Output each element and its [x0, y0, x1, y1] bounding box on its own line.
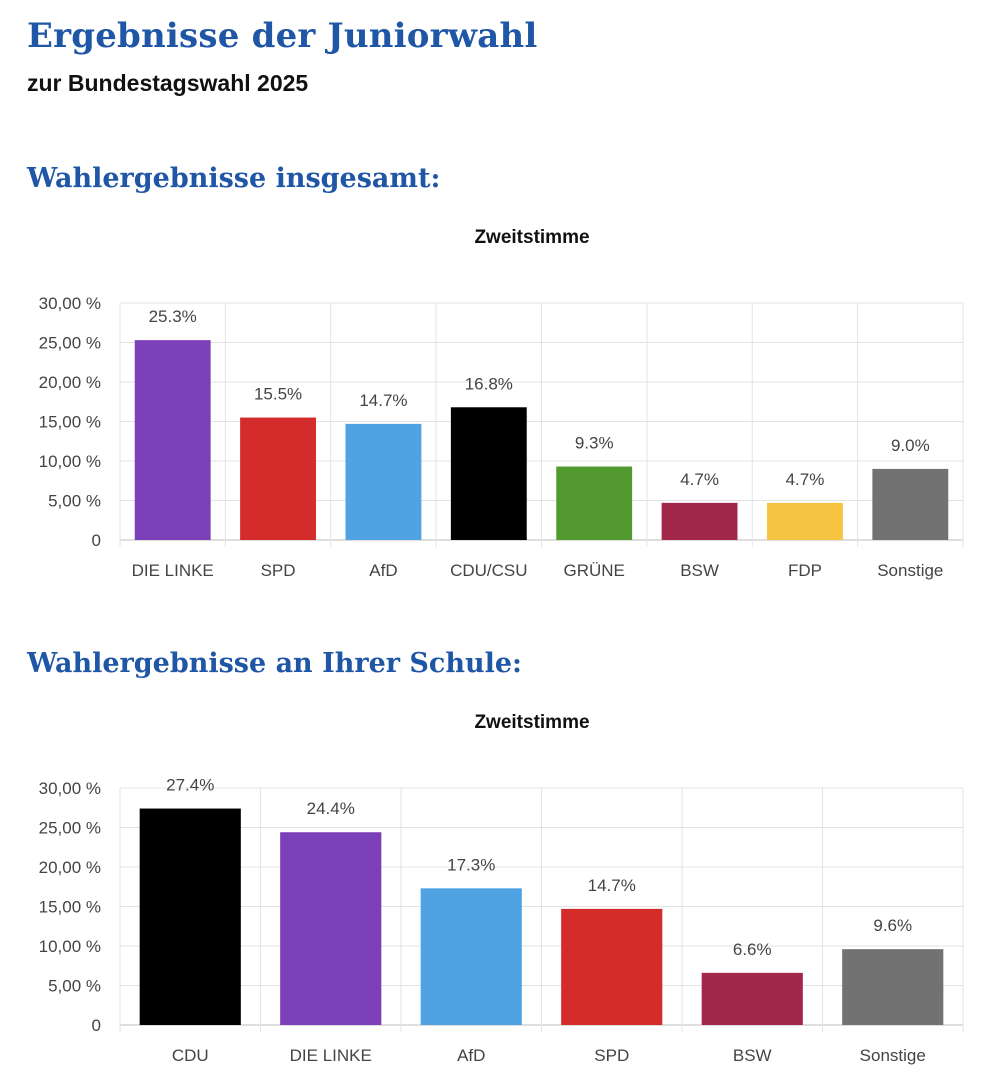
chart0-data-label: 25.3% — [149, 307, 197, 326]
chart0-bar[interactable] — [872, 468, 949, 540]
chart0-category-label: SPD — [261, 561, 296, 580]
chart-school: Zweitstimme 0 5,00 % 10,00 % 15,00 % 20,00 % 2… — [39, 712, 964, 1065]
page-subtitle: zur Bundestagswahl 2025 — [27, 70, 309, 96]
chart1-data-label: 27.4% — [166, 776, 214, 795]
chart1-y-tick-label: 20,00 % — [39, 858, 101, 877]
chart0-data-label: 9.3% — [575, 434, 614, 453]
section-heading-overall: Wahlergebnisse insgesamt: — [27, 163, 441, 194]
chart1-category-label: Sonstige — [860, 1046, 926, 1065]
chart1-bar[interactable] — [420, 888, 522, 1025]
chart1-data-label: 6.6% — [733, 940, 772, 959]
chart1-bar[interactable] — [561, 908, 663, 1025]
chart1-category-label: DIE LINKE — [290, 1046, 372, 1065]
chart1-data-label: 14.7% — [588, 876, 636, 895]
chart0-y-tick-label: 5,00 % — [48, 492, 101, 511]
chart0-data-label: 9.0% — [891, 436, 930, 455]
chart1-y-tick-label: 5,00 % — [48, 977, 101, 996]
chart1-data-label: 24.4% — [307, 799, 355, 818]
chart0-y-tick-label: 30,00 % — [39, 294, 101, 313]
chart0-bar[interactable] — [661, 502, 738, 540]
chart-overall: Zweitstimme 0 5,00 % 10,00 % 15,00 % 20,00 % 2… — [39, 227, 964, 580]
chart1-y-tick-label: 30,00 % — [39, 779, 101, 798]
chart1-bar[interactable] — [701, 972, 803, 1025]
chart0-bar[interactable] — [450, 407, 527, 540]
chart1-bar[interactable] — [139, 808, 241, 1025]
chart0-bar[interactable] — [345, 423, 422, 540]
chart0-data-label: 14.7% — [359, 391, 407, 410]
chart1-bar[interactable] — [842, 949, 944, 1025]
chart0-category-label: GRÜNE — [563, 561, 624, 580]
chart0-y-tick-label: 10,00 % — [39, 452, 101, 471]
chart0-category-label: DIE LINKE — [132, 561, 214, 580]
chart1-data-label: 17.3% — [447, 855, 495, 874]
chart1-title: Zweitstimme — [474, 712, 589, 733]
chart1-bar[interactable] — [280, 832, 382, 1025]
chart0-category-label: BSW — [680, 561, 719, 580]
chart0-category-label: AfD — [369, 561, 397, 580]
chart0-category-label: CDU/CSU — [450, 561, 527, 580]
chart0-bar[interactable] — [556, 466, 633, 540]
chart0-bar[interactable] — [767, 502, 843, 540]
chart1-category-label: AfD — [457, 1046, 485, 1065]
section-heading-school: Wahlergebnisse an Ihrer Schule: — [27, 648, 522, 679]
chart0-data-label: 4.7% — [680, 470, 719, 489]
chart1-category-label: BSW — [733, 1046, 772, 1065]
chart1-category-label: CDU — [172, 1046, 209, 1065]
chart0-data-label: 16.8% — [465, 374, 513, 393]
page-title: Ergebnisse der Juniorwahl — [27, 16, 538, 56]
chart0-bar[interactable] — [240, 417, 316, 540]
chart0-category-label: Sonstige — [877, 561, 943, 580]
chart1-y-tick-label: 15,00 % — [39, 898, 101, 917]
chart0-data-label: 4.7% — [786, 470, 825, 489]
chart0-category-label: FDP — [788, 561, 822, 580]
chart0-y-tick-label: 20,00 % — [39, 373, 101, 392]
chart0-y-tick-label: 25,00 % — [39, 334, 101, 353]
chart0-y-tick-label: 0 — [92, 531, 101, 550]
chart1-data-label: 9.6% — [873, 916, 912, 935]
chart1-category-label: SPD — [594, 1046, 629, 1065]
chart0-title: Zweitstimme — [474, 227, 589, 248]
chart1-y-tick-label: 0 — [92, 1016, 101, 1035]
chart0-bar[interactable] — [134, 340, 211, 540]
chart1-y-tick-label: 25,00 % — [39, 819, 101, 838]
chart1-y-tick-label: 10,00 % — [39, 937, 101, 956]
chart0-data-label: 15.5% — [254, 385, 302, 404]
chart0-y-tick-label: 15,00 % — [39, 413, 101, 432]
